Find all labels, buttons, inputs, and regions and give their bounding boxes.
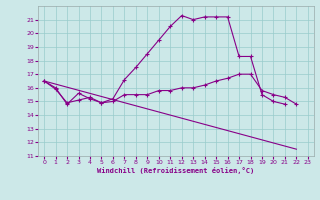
- X-axis label: Windchill (Refroidissement éolien,°C): Windchill (Refroidissement éolien,°C): [97, 167, 255, 174]
